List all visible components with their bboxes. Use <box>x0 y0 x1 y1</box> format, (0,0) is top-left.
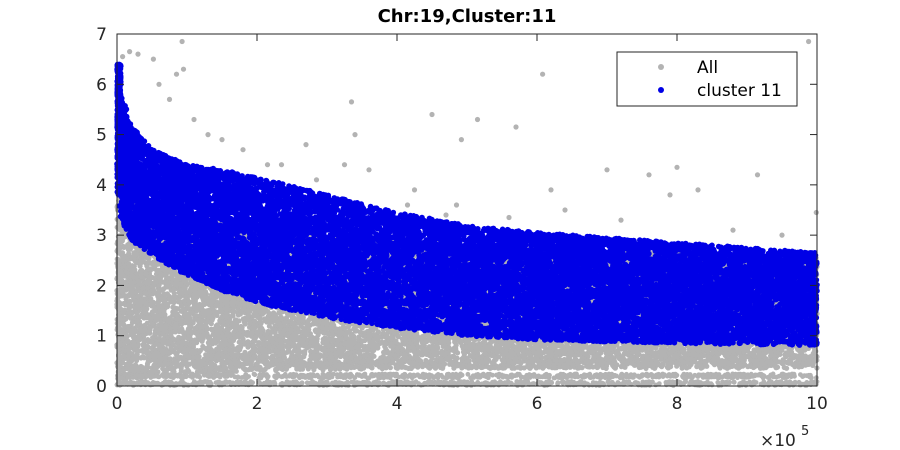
data-point-all <box>356 334 362 340</box>
plot-area <box>114 34 820 388</box>
